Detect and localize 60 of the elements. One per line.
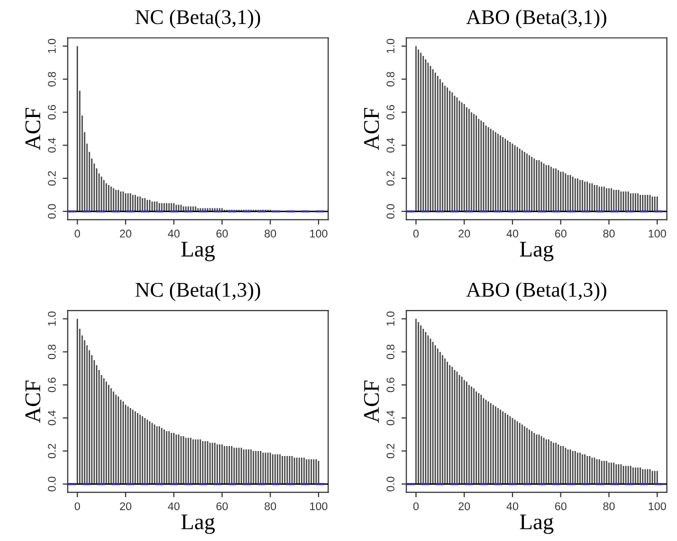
y-tick-label: 0.6 — [386, 378, 394, 392]
x-tick-label: 60 — [216, 502, 228, 510]
x-tick-label: 0 — [413, 502, 419, 510]
x-tick-label: 40 — [506, 502, 518, 510]
x-tick-label: 80 — [264, 502, 276, 510]
y-tick-label: 0.8 — [48, 72, 56, 86]
y-tick-label: 0.4 — [48, 138, 56, 153]
x-tick-label: 100 — [310, 502, 328, 510]
chart-title: NC (Beta(3,1)) — [135, 10, 260, 28]
y-tick-label: 0.6 — [386, 105, 394, 120]
x-tick-label: 20 — [458, 502, 470, 510]
x-tick-label: 100 — [310, 230, 328, 238]
x-tick-label: 60 — [555, 230, 566, 238]
y-tick-label: 0.2 — [48, 171, 56, 186]
chart-title: ABO (Beta(1,3)) — [466, 282, 606, 302]
x-tick-label: 20 — [458, 230, 470, 238]
y-tick-label: 0.4 — [386, 410, 394, 426]
y-tick-label: 0.6 — [48, 105, 56, 120]
x-axis-title: Lag — [181, 242, 215, 262]
x-tick-label: 0 — [413, 230, 419, 238]
y-tick-label: 0.4 — [48, 410, 56, 426]
y-tick-label: 0.2 — [386, 444, 394, 458]
y-tick-label: 0.0 — [48, 476, 56, 492]
x-axis-title: Lag — [520, 514, 554, 534]
x-tick-label: 80 — [603, 230, 615, 238]
x-tick-label: 80 — [264, 230, 276, 238]
x-tick-label: 40 — [168, 502, 180, 510]
y-tick-label: 0.6 — [48, 378, 56, 392]
y-tick-label: 0.8 — [386, 72, 394, 86]
y-tick-label: 0.2 — [386, 171, 394, 186]
chart-title: ABO (Beta(3,1)) — [466, 10, 606, 28]
y-tick-label: 0.0 — [386, 204, 394, 219]
y-axis-title: ACF — [25, 108, 40, 150]
y-tick-label: 1.0 — [386, 312, 394, 326]
y-tick-label: 0.0 — [48, 204, 56, 219]
x-axis-title: Lag — [520, 242, 554, 262]
x-tick-label: 20 — [120, 230, 132, 238]
x-tick-label: 0 — [74, 502, 80, 510]
y-axis-title: ACF — [364, 380, 379, 423]
y-axis-title: ACF — [364, 108, 379, 150]
x-axis-title: Lag — [181, 514, 215, 534]
x-tick-label: 0 — [74, 230, 80, 238]
y-tick-label: 0.8 — [48, 344, 56, 360]
x-tick-label: 20 — [120, 502, 132, 510]
x-tick-label: 40 — [168, 230, 180, 238]
x-tick-label: 60 — [555, 502, 566, 510]
x-tick-label: 60 — [216, 230, 228, 238]
x-tick-label: 100 — [648, 230, 666, 238]
y-tick-label: 1.0 — [48, 312, 56, 326]
y-tick-label: 0.8 — [386, 344, 394, 360]
y-tick-label: 0.2 — [48, 444, 56, 458]
y-tick-label: 1.0 — [48, 38, 56, 54]
chart-title: NC (Beta(1,3)) — [135, 282, 260, 302]
x-tick-label: 80 — [603, 502, 615, 510]
y-axis-title: ACF — [25, 380, 40, 423]
y-tick-label: 0.4 — [386, 138, 394, 153]
y-tick-label: 0.0 — [386, 476, 394, 492]
x-tick-label: 40 — [506, 230, 518, 238]
x-tick-label: 100 — [648, 502, 666, 510]
y-tick-label: 1.0 — [386, 38, 394, 54]
